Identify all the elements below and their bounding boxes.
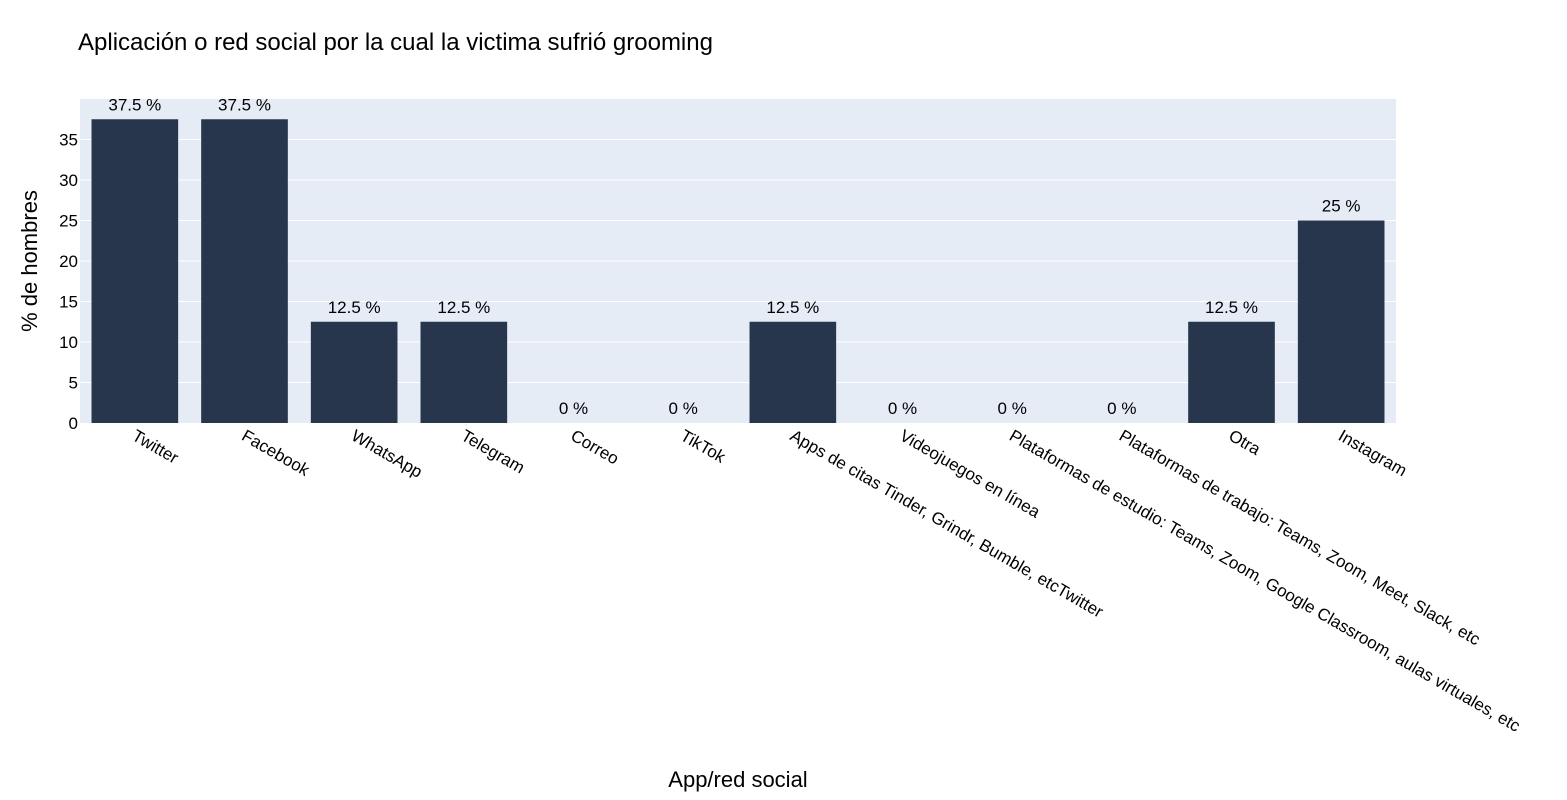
y-tick-label: 10 <box>59 333 78 352</box>
y-tick-label: 20 <box>59 252 78 271</box>
y-tick-label: 25 <box>59 212 78 231</box>
x-axis-ticks: Twitter Facebook WhatsApp Telegram Correo Tik… <box>129 426 1524 736</box>
data-label: 12.5 % <box>437 298 490 317</box>
bar <box>749 321 837 423</box>
data-label: 0 % <box>669 399 698 418</box>
y-tick-label: 15 <box>59 293 78 312</box>
bar <box>310 321 398 423</box>
y-axis-ticks: 0 5 10 15 20 25 30 35 <box>59 131 78 434</box>
data-label: 37.5 % <box>108 95 161 114</box>
bar <box>1188 321 1275 423</box>
bar <box>1297 220 1385 423</box>
x-axis-title: App/red social <box>668 767 807 792</box>
data-label: 37.5 % <box>218 95 271 114</box>
bar <box>420 321 508 423</box>
data-labels: 37.5 % 37.5 % 12.5 % 12.5 % 0 % 0 % 12.5 % 0 % 0… <box>108 95 1360 418</box>
x-tick-label: Telegram <box>458 426 528 477</box>
y-tick-label: 5 <box>69 374 78 393</box>
data-label: 0 % <box>559 399 588 418</box>
data-label: 0 % <box>998 399 1027 418</box>
x-tick-label: Instagram <box>1335 426 1410 480</box>
data-label: 12.5 % <box>328 298 381 317</box>
y-tick-label: 30 <box>59 171 78 190</box>
gridlines <box>80 139 1396 383</box>
x-tick-label: TikTok <box>677 426 729 467</box>
data-label: 12.5 % <box>1205 298 1258 317</box>
y-tick-label: 35 <box>59 131 78 150</box>
x-tick-label: Correo <box>568 426 623 468</box>
x-tick-label: Otra <box>1226 426 1265 459</box>
x-tick-label: WhatsApp <box>348 426 425 482</box>
bar <box>201 119 288 423</box>
y-tick-label: 0 <box>69 414 78 433</box>
chart-title: Aplicación o red social por la cual la v… <box>78 29 713 56</box>
data-label: 12.5 % <box>766 298 819 317</box>
x-tick-label: Plataformas de trabajo: Teams, Zoom, Mee… <box>1116 426 1484 649</box>
x-tick-label: Twitter <box>129 426 182 468</box>
data-label: 0 % <box>888 399 917 418</box>
y-axis-title: % de hombres <box>17 190 42 332</box>
data-label: 0 % <box>1107 399 1136 418</box>
bar <box>91 119 179 423</box>
x-tick-label: Plataformas de estudio: Teams, Zoom, Goo… <box>1006 426 1524 736</box>
x-tick-label: Facebook <box>239 426 314 480</box>
bars <box>91 119 1385 423</box>
data-label: 25 % <box>1322 197 1361 216</box>
